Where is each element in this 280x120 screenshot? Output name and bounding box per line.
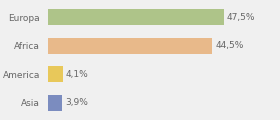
Bar (48, 9, 223, 25)
Bar (48, 66, 63, 82)
Text: 4,1%: 4,1% (66, 70, 89, 79)
Text: 47,5%: 47,5% (227, 13, 255, 22)
Bar (48, 95, 62, 111)
Text: 44,5%: 44,5% (215, 41, 244, 50)
Text: 3,9%: 3,9% (65, 98, 88, 107)
Bar (48, 38, 213, 54)
